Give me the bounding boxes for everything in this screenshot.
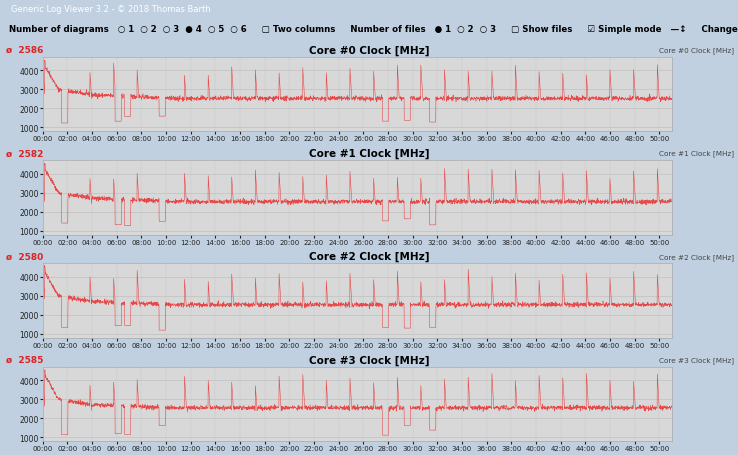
Text: ø  2586: ø 2586 [6, 46, 44, 55]
Text: Core #2 Clock [MHz]: Core #2 Clock [MHz] [659, 253, 734, 260]
Text: ø  2585: ø 2585 [6, 355, 44, 364]
Text: Core #1 Clock [MHz]: Core #1 Clock [MHz] [659, 150, 734, 157]
Text: Core #0 Clock [MHz]: Core #0 Clock [MHz] [308, 46, 430, 56]
Text: ø  2580: ø 2580 [6, 252, 43, 261]
Text: Generic Log Viewer 3.2 - © 2018 Thomas Barth: Generic Log Viewer 3.2 - © 2018 Thomas B… [11, 5, 210, 15]
Text: Core #2 Clock [MHz]: Core #2 Clock [MHz] [308, 252, 430, 262]
Text: Number of diagrams   ○ 1  ○ 2  ○ 3  ● 4  ○ 5  ○ 6     ▢ Two columns     Number o: Number of diagrams ○ 1 ○ 2 ○ 3 ● 4 ○ 5 ○… [9, 25, 738, 33]
Text: Core #3 Clock [MHz]: Core #3 Clock [MHz] [308, 354, 430, 365]
Text: Core #1 Clock [MHz]: Core #1 Clock [MHz] [308, 148, 430, 159]
Text: Core #0 Clock [MHz]: Core #0 Clock [MHz] [659, 47, 734, 54]
Text: ø  2582: ø 2582 [6, 149, 44, 158]
Text: Core #3 Clock [MHz]: Core #3 Clock [MHz] [659, 356, 734, 363]
